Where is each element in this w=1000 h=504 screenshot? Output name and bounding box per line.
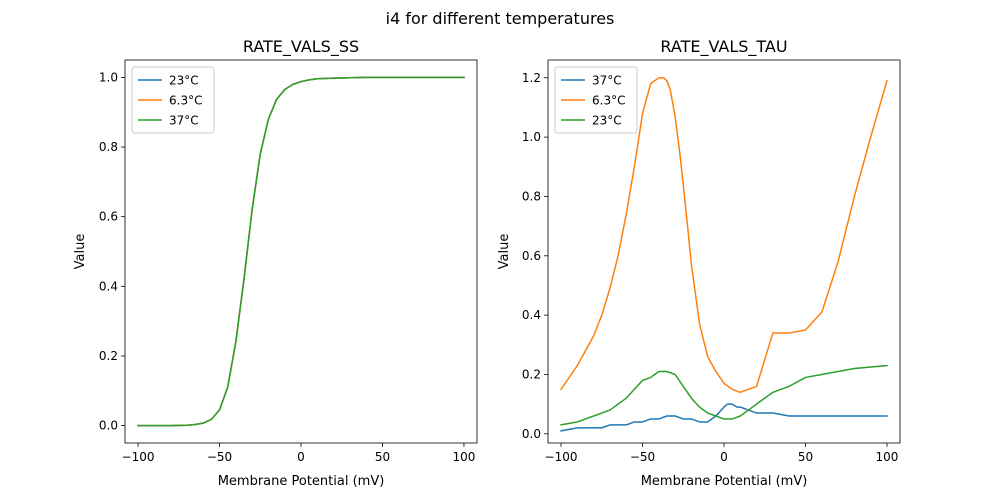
legend-label: 37°C <box>592 74 622 88</box>
series-line <box>560 403 888 432</box>
x-tick-label: −100 <box>122 450 155 464</box>
series-line <box>137 76 465 427</box>
plot-area <box>559 77 888 432</box>
y-axis-label: Value <box>497 234 512 270</box>
panel-title: RATE_VALS_TAU <box>660 37 787 57</box>
panel-title: RATE_VALS_SS <box>243 37 359 57</box>
y-axis-label: Value <box>73 234 88 270</box>
y-tick-label: 0.4 <box>522 308 541 322</box>
y-tick-label: 1.2 <box>522 71 541 85</box>
axes-frame <box>547 59 901 444</box>
y-tick-label: 0.8 <box>99 140 118 154</box>
x-tick-label: 100 <box>876 450 899 464</box>
y-tick-label: 0.0 <box>99 419 118 433</box>
x-axis-label: Membrane Potential (mV) <box>218 474 385 489</box>
y-tick-label: 0.4 <box>99 279 118 293</box>
x-tick-label: −100 <box>545 450 578 464</box>
figure-title: i4 for different temperatures <box>386 9 615 28</box>
y-tick-label: 1.0 <box>522 130 541 144</box>
panel-rate-vals-tau: RATE_VALS_TAU −100 −50 0 50 100 0.0 0.2 0.4 0.6 0… <box>497 37 901 489</box>
legend-label: 23°C <box>169 74 199 88</box>
legend-label: 6.3°C <box>169 94 202 108</box>
legend: 23°C 6.3°C 37°C <box>131 66 215 134</box>
y-tick-label: 0.0 <box>522 427 541 441</box>
x-axis-label: Membrane Potential (mV) <box>641 474 808 489</box>
y-tick-label: 0.2 <box>522 367 541 381</box>
x-tick-label: 50 <box>375 450 390 464</box>
plot-area <box>137 76 465 427</box>
x-tick-label: 100 <box>453 450 476 464</box>
panel-rate-vals-ss: RATE_VALS_SS −100 −50 0 50 100 0.0 0.2 0.4 0.6 0.… <box>73 37 478 489</box>
x-tick-label: 50 <box>798 450 813 464</box>
x-tick-label: 0 <box>297 450 305 464</box>
y-tick-label: 0.2 <box>99 349 118 363</box>
y-tick-label: 0.6 <box>99 210 118 224</box>
tick-layer: −100 −50 0 50 100 0.0 0.2 0.4 0.6 0.8 1.0 1.2 <box>522 71 899 464</box>
axes-frame <box>124 59 478 444</box>
legend-label: 6.3°C <box>592 94 625 108</box>
x-tick-label: −50 <box>630 450 655 464</box>
legend-label: 37°C <box>169 114 199 128</box>
series-line <box>560 364 888 426</box>
y-tick-label: 1.0 <box>99 70 118 84</box>
legend-frame <box>554 66 638 134</box>
legend-label: 23°C <box>592 114 622 128</box>
x-tick-label: 0 <box>720 450 728 464</box>
legend-frame <box>131 66 215 134</box>
x-tick-label: −50 <box>207 450 232 464</box>
y-tick-label: 0.6 <box>522 249 541 263</box>
legend: 37°C 6.3°C 23°C <box>554 66 638 134</box>
tick-layer: −100 −50 0 50 100 0.0 0.2 0.4 0.6 0.8 1.0 <box>99 70 476 464</box>
y-tick-label: 0.8 <box>522 189 541 203</box>
series-line <box>559 77 888 394</box>
